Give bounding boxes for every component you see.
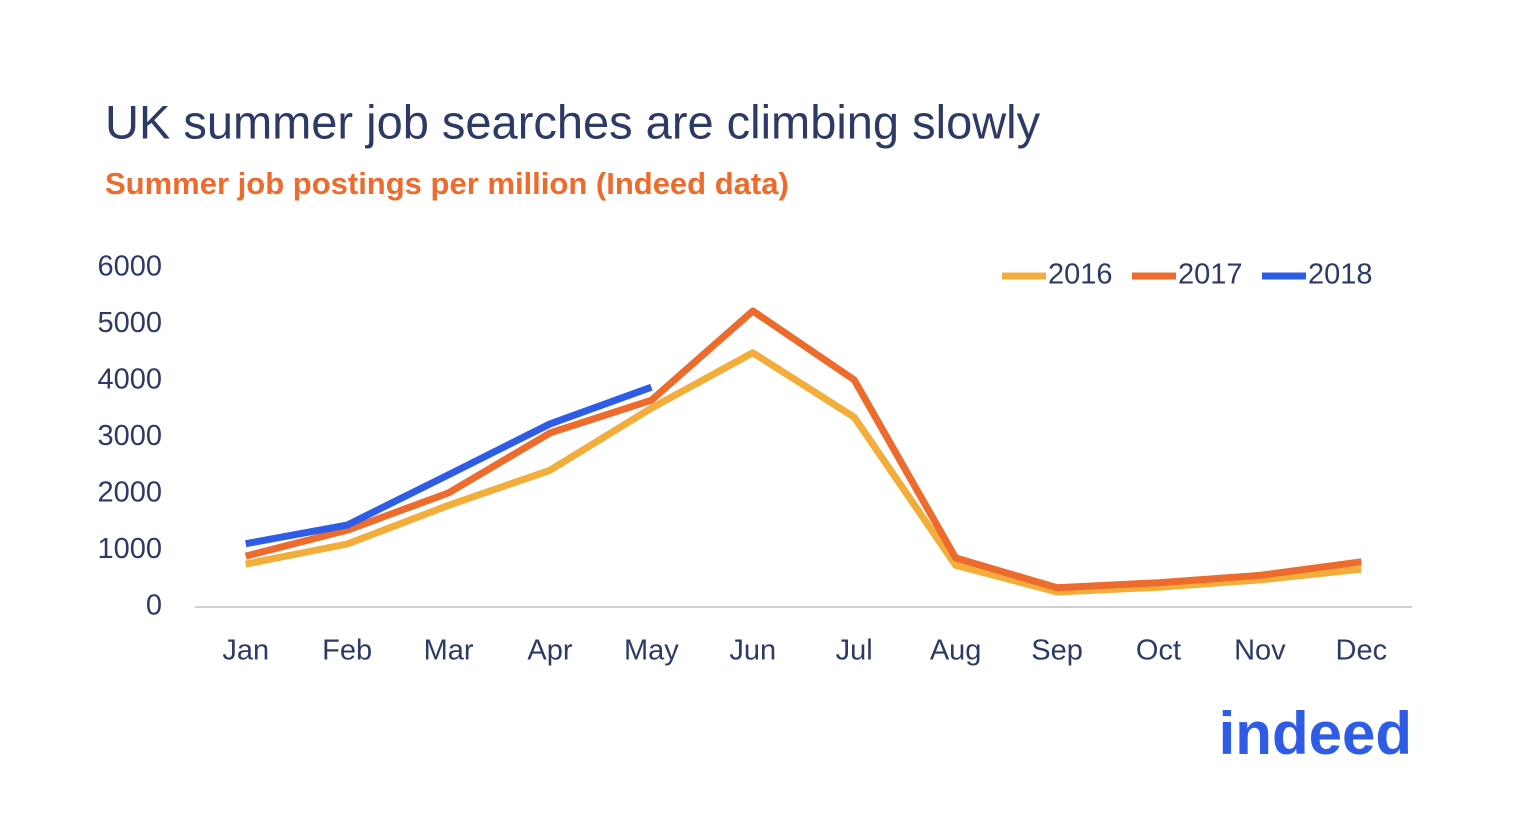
y-tick-label: 3000 bbox=[97, 420, 162, 452]
y-tick-label: 2000 bbox=[97, 477, 162, 509]
x-tick-label: May bbox=[624, 635, 679, 667]
series-line bbox=[245, 383, 653, 548]
legend-label: 2017 bbox=[1178, 259, 1243, 291]
chart-subtitle: Summer job postings per million (Indeed … bbox=[105, 166, 789, 201]
y-tick-label: 5000 bbox=[97, 307, 162, 339]
x-tick-label: Sep bbox=[1031, 635, 1083, 667]
x-tick-label: Feb bbox=[322, 635, 372, 667]
legend-label: 2018 bbox=[1308, 259, 1373, 291]
chart-title: UK summer job searches are climbing slow… bbox=[105, 95, 1041, 148]
x-tick-label: Jun bbox=[729, 635, 776, 667]
y-tick-label: 4000 bbox=[97, 364, 162, 396]
y-tick-label: 6000 bbox=[97, 251, 162, 283]
x-tick-label: Apr bbox=[527, 635, 572, 667]
x-tick-label: Mar bbox=[424, 635, 474, 667]
x-tick-label: Aug bbox=[930, 635, 982, 667]
x-tick-label: Oct bbox=[1136, 635, 1181, 667]
y-tick-label: 1000 bbox=[97, 533, 162, 565]
x-tick-label: Dec bbox=[1336, 635, 1388, 667]
y-tick-label: 0 bbox=[146, 590, 162, 622]
x-tick-label: Jul bbox=[836, 635, 873, 667]
series-line bbox=[244, 307, 1362, 592]
series-line bbox=[245, 349, 1362, 596]
x-tick-label: Jan bbox=[222, 635, 269, 667]
x-tick-label: Nov bbox=[1234, 635, 1286, 667]
logo: indeed bbox=[1219, 700, 1412, 767]
legend-label: 2016 bbox=[1048, 259, 1113, 291]
